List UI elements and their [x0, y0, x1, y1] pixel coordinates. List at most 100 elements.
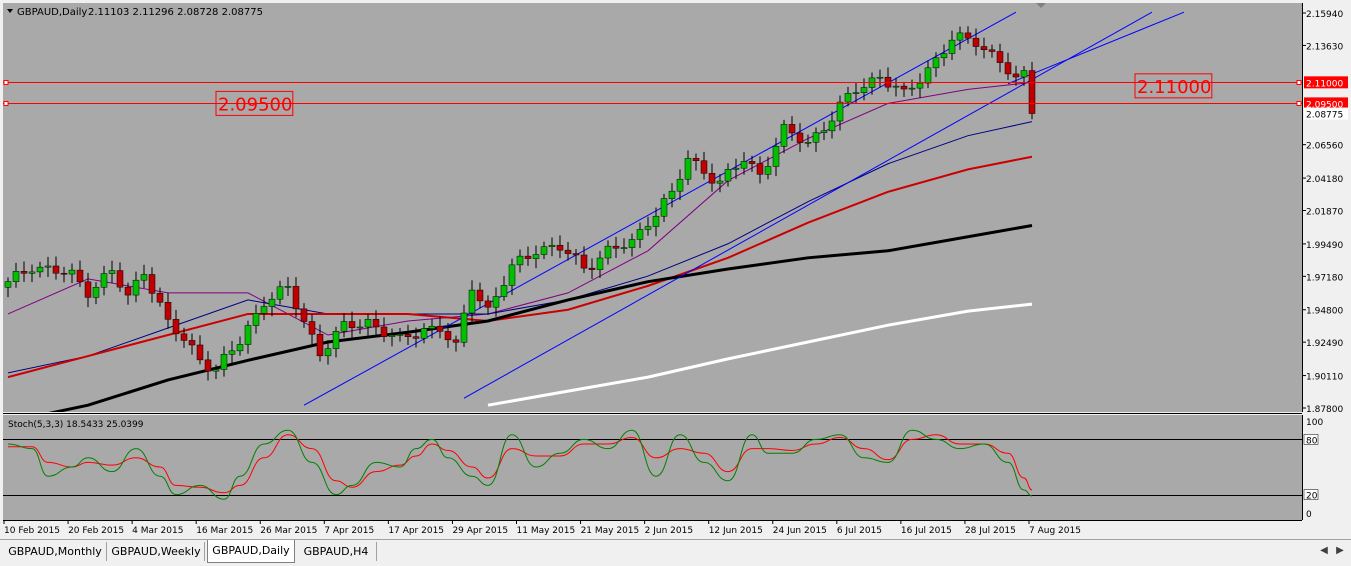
candle [76, 260, 84, 288]
stoch-level-tag [1303, 489, 1319, 500]
candle [692, 153, 700, 171]
level-handle-right[interactable] [1296, 80, 1302, 85]
moving-average-0 [7, 81, 1033, 336]
candle [164, 292, 172, 329]
candle [172, 309, 180, 342]
candle [292, 277, 300, 318]
tab-weekly[interactable]: GBPAUD,Weekly [108, 542, 205, 561]
stoch-tick-label: 80 [1306, 436, 1318, 446]
dropdown-icon[interactable] [7, 9, 13, 13]
candle [348, 311, 356, 338]
price-panel[interactable] [3, 3, 1302, 412]
candle [148, 267, 156, 303]
candle [196, 335, 204, 365]
candle [236, 336, 244, 356]
horizontal-levels[interactable]: 2.09500 2.11000 [3, 73, 1302, 116]
candle [804, 134, 812, 148]
stoch-tick-label: 100 [1306, 418, 1323, 428]
moving-average-4 [487, 302, 1033, 407]
candle [460, 304, 468, 347]
price-tick-label: 2.01870 [1306, 208, 1343, 218]
candle [28, 264, 36, 283]
candle [268, 292, 276, 317]
candle [852, 83, 860, 103]
candle [612, 236, 620, 259]
candle [428, 318, 436, 339]
candle [476, 282, 484, 309]
candle [940, 44, 948, 67]
stochastic-panel[interactable] [3, 415, 1302, 520]
candle [332, 326, 340, 358]
level-label-left-box[interactable] [215, 90, 294, 116]
trend-channel[interactable] [303, 11, 1185, 406]
candle [404, 324, 412, 346]
candle [36, 261, 44, 278]
date-tick-label: 21 May 2015 [581, 526, 640, 536]
current-price-tag [1304, 107, 1348, 120]
date-tick-label: 11 May 2015 [517, 526, 576, 536]
price-tick-label: 2.06560 [1306, 142, 1343, 152]
candle [924, 60, 932, 89]
stochastic-axis: 100 80 20 0 [3, 413, 1323, 520]
candle [340, 313, 348, 338]
moving-averages [7, 81, 1033, 412]
candle [4, 277, 12, 298]
candle [700, 151, 708, 180]
candle [468, 280, 476, 323]
channel-line-1[interactable] [463, 11, 1153, 399]
header-info: GBPAUD,Daily 2.11103 2.11296 2.08728 2.0… [7, 7, 263, 18]
level-label-left[interactable]: 2.09500 [218, 94, 292, 115]
candle [1028, 61, 1036, 120]
candle [212, 364, 220, 379]
level-label-right[interactable]: 2.11000 [1137, 77, 1211, 98]
tab-daily[interactable]: GBPAUD,Daily [207, 540, 295, 563]
candle [116, 262, 124, 292]
date-axis: 10 Feb 2015 20 Feb 2015 4 Mar 2015 16 Mar 2… [3, 520, 1302, 536]
level-handle-left[interactable] [3, 80, 9, 85]
candle [956, 26, 964, 50]
channel-line-2[interactable] [1007, 11, 1185, 85]
candle [44, 256, 52, 277]
candle [52, 256, 60, 280]
level-label-right-box[interactable] [1134, 73, 1213, 99]
scroll-right-icon[interactable]: ▶ [1336, 545, 1344, 556]
level-handle-left[interactable] [3, 101, 9, 106]
candle [836, 95, 844, 131]
candle [508, 258, 516, 295]
candle [180, 327, 188, 348]
candle [308, 314, 316, 345]
price-tick-label: 1.92490 [1306, 339, 1343, 349]
candle [60, 266, 68, 283]
date-tick-label: 29 Apr 2015 [452, 526, 508, 536]
candle [932, 52, 940, 77]
candle [876, 69, 884, 88]
candle [324, 340, 332, 365]
candle [252, 304, 260, 334]
candle [124, 282, 132, 305]
candle [1004, 52, 1012, 80]
tab-monthly[interactable]: GBPAUD,Monthly [4, 542, 107, 561]
tab-h4[interactable]: GBPAUD,H4 [296, 542, 377, 561]
candle [756, 156, 764, 184]
ohlc-readout: 2.11103 2.11296 2.08728 2.08775 [88, 7, 263, 18]
candle [500, 275, 508, 301]
date-tick-label: 16 Mar 2015 [196, 526, 253, 536]
candle [764, 156, 772, 180]
candle [820, 121, 828, 141]
chart-shift-icon[interactable] [1036, 3, 1046, 8]
channel-line-0[interactable] [303, 11, 1017, 406]
stochastic-label: Stoch(5,3,3) 18.5433 25.0399 [8, 420, 144, 430]
level-handle-right[interactable] [1296, 101, 1302, 106]
candle [604, 240, 612, 265]
date-tick-label: 10 Feb 2015 [4, 526, 60, 536]
stoch-level-tag [1303, 434, 1319, 445]
candle [532, 245, 540, 269]
candle [20, 261, 28, 282]
date-tick-label: 26 Mar 2015 [260, 526, 317, 536]
candle [636, 222, 644, 248]
candle [796, 123, 804, 152]
candle [204, 351, 212, 381]
candle [660, 193, 668, 223]
scroll-left-icon[interactable]: ◀ [1320, 545, 1328, 556]
